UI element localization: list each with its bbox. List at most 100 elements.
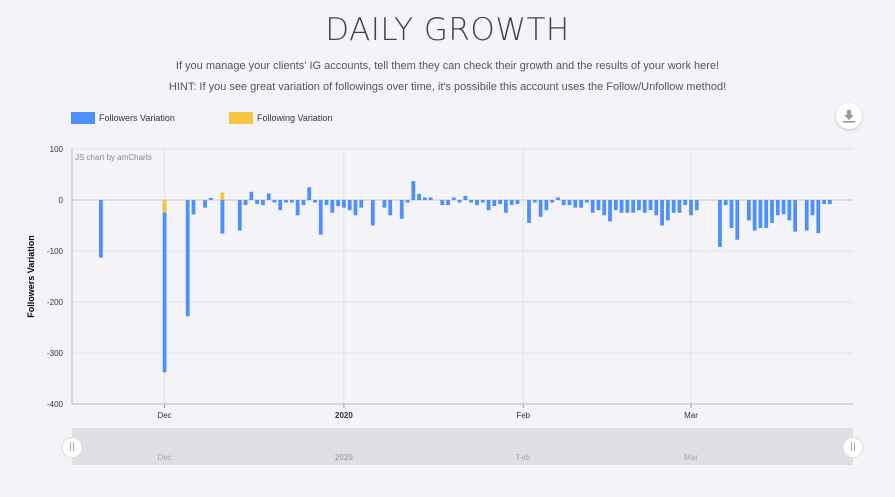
followers-bar	[318, 200, 323, 235]
download-button[interactable]	[836, 103, 862, 129]
followers-bar	[810, 200, 815, 216]
followers-bar	[399, 200, 404, 219]
followers-bar	[313, 200, 317, 203]
followers-bar	[561, 200, 566, 206]
followers-bar	[596, 200, 601, 211]
scrollbar-label: Dec	[157, 453, 171, 462]
following-bar	[162, 200, 167, 213]
followers-bar	[718, 200, 722, 247]
x-tick-label: Feb	[516, 411, 530, 420]
followers-bar	[613, 200, 618, 211]
legend-item-following[interactable]: Following Variation	[229, 112, 332, 124]
followers-bar	[388, 200, 393, 216]
followers-bar	[208, 197, 213, 200]
followers-bar	[677, 200, 682, 213]
followers-bar	[243, 200, 248, 206]
followers-bar	[642, 200, 647, 213]
followers-bar	[475, 200, 479, 206]
legend-item-followers[interactable]: Followers Variation	[71, 112, 229, 124]
followers-bar	[503, 200, 508, 213]
followers-bar	[608, 200, 612, 222]
followers-bar	[671, 200, 676, 213]
followers-bar	[301, 200, 306, 206]
followers-bar	[486, 200, 491, 211]
followers-bar	[804, 200, 809, 231]
scrollbar-handle-right[interactable]	[842, 437, 864, 458]
page-title: DAILY GROWTH	[325, 12, 570, 48]
followers-bar	[816, 200, 821, 234]
followers-bar	[822, 200, 826, 205]
following-bar	[220, 192, 225, 200]
followers-bar	[220, 200, 225, 234]
plot-background	[72, 149, 853, 404]
followers-bar	[729, 200, 734, 229]
followers-bar	[654, 200, 659, 216]
followers-bar	[625, 200, 630, 213]
followers-bar	[405, 200, 410, 203]
scrollbar-label: Feb	[516, 453, 530, 462]
followers-bar	[162, 200, 167, 373]
followers-bar	[324, 200, 329, 206]
followers-bar	[631, 200, 636, 213]
followers-bar	[694, 200, 699, 211]
followers-bar	[480, 200, 485, 203]
chart-legend: Followers Variation Following Variation	[71, 112, 332, 124]
followers-bar	[752, 200, 757, 231]
followers-bar	[590, 200, 595, 213]
y-tick-label: 100	[50, 145, 64, 154]
followers-bar	[191, 200, 196, 215]
followers-bar	[509, 200, 514, 206]
followers-bar	[336, 200, 341, 207]
followers-bar	[637, 200, 641, 211]
followers-bar	[689, 200, 693, 216]
followers-bar	[492, 200, 497, 207]
followers-bar	[787, 200, 792, 221]
followers-bar	[261, 200, 265, 206]
followers-bar	[463, 195, 468, 200]
legend-swatch-followers	[71, 112, 95, 124]
x-tick-label: Mar	[684, 411, 698, 420]
followers-bar	[538, 200, 543, 217]
followers-bar	[411, 181, 416, 200]
followers-bar	[255, 200, 260, 205]
followers-bar	[770, 200, 774, 223]
followers-bar	[278, 200, 283, 211]
subtitle-line-1: If you manage your clients' IG accounts,…	[175, 60, 720, 72]
scrollbar-handle-left[interactable]	[61, 437, 83, 458]
followers-bar	[451, 197, 456, 200]
followers-bar	[353, 200, 358, 216]
followers-bar	[498, 200, 503, 205]
followers-bar	[827, 200, 832, 205]
x-tick-label: Dec	[157, 411, 171, 420]
followers-bar	[330, 200, 335, 213]
followers-bar	[527, 200, 531, 223]
followers-bar	[203, 200, 207, 208]
followers-bar	[781, 200, 786, 215]
followers-bar	[284, 200, 288, 203]
followers-bar	[746, 200, 751, 221]
followers-bar	[515, 200, 520, 205]
followers-bar	[342, 200, 346, 208]
followers-bar	[579, 200, 583, 208]
y-axis-title: Followers Variation	[26, 235, 36, 318]
chart-credit[interactable]: JS chart by amCharts	[75, 153, 152, 162]
followers-bar	[370, 200, 375, 226]
followers-bar	[735, 200, 740, 240]
legend-label-following: Following Variation	[257, 113, 333, 123]
followers-bar	[99, 200, 103, 258]
download-icon	[843, 110, 855, 123]
scrollbar-thumb[interactable]	[72, 428, 853, 465]
followers-bar	[266, 193, 271, 200]
followers-bar	[422, 197, 427, 200]
followers-bar	[469, 200, 474, 203]
followers-bar	[359, 200, 364, 208]
y-tick-label: 0	[59, 196, 64, 205]
followers-bar	[758, 200, 763, 229]
followers-bar	[775, 200, 780, 216]
y-tick-label: -200	[47, 298, 64, 307]
followers-bar	[382, 200, 387, 208]
y-tick-label: -300	[47, 349, 64, 358]
followers-bar	[665, 200, 670, 221]
followers-bar	[295, 200, 300, 216]
